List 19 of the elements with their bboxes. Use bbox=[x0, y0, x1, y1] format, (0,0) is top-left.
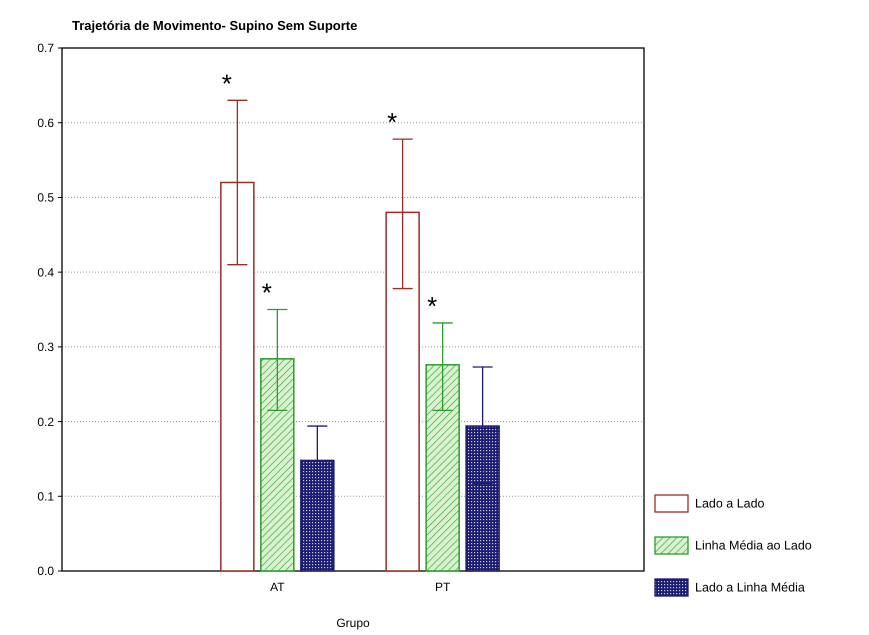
annotation: * bbox=[427, 290, 438, 321]
y-tick-label: 0.3 bbox=[37, 340, 54, 354]
x-tick-label: PT bbox=[434, 580, 451, 594]
y-tick-label: 0.0 bbox=[37, 564, 54, 578]
annotation: * bbox=[262, 278, 272, 308]
x-tick-label: AT bbox=[270, 580, 286, 594]
chart-title: Trajetória de Movimento- Supino Sem Suporte bbox=[72, 18, 358, 33]
legend-label: Lado a Lado bbox=[695, 496, 765, 510]
legend-label: Lado a Linha Média bbox=[695, 580, 805, 594]
annotation: * bbox=[387, 107, 398, 138]
legend-label: Linha Média ao Lado bbox=[695, 538, 812, 552]
y-tick-label: 0.6 bbox=[37, 116, 54, 130]
annotation: * bbox=[222, 68, 232, 98]
y-tick-label: 0.1 bbox=[37, 489, 54, 504]
y-tick-label: 0.4 bbox=[37, 265, 54, 280]
x-axis-title: Grupo bbox=[336, 616, 370, 630]
y-tick-label: 0.5 bbox=[37, 190, 54, 205]
y-tick-label: 0.2 bbox=[37, 414, 54, 429]
y-tick-label: 0.7 bbox=[37, 41, 54, 56]
